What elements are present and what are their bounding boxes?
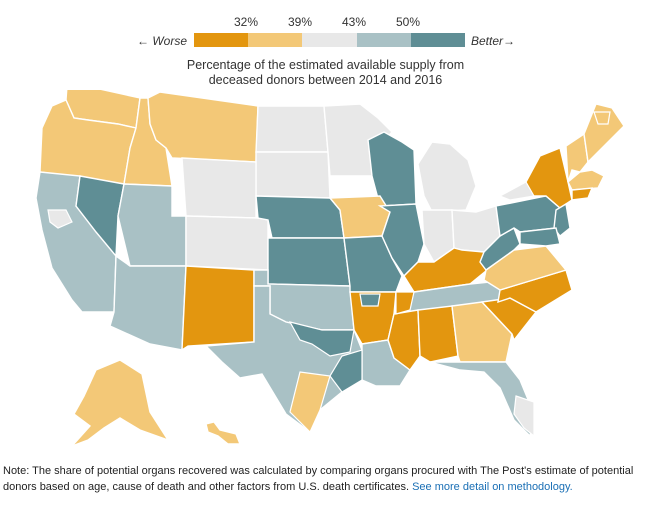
region-massachusetts [567,169,605,191]
methodology-note: Note: The share of potential organs reco… [3,463,643,495]
region-northern-maine [593,111,611,125]
legend-tick-39: 39% [287,15,313,29]
region-wyoming [181,157,257,219]
map-subtitle: Percentage of the estimated available su… [0,58,651,88]
note-text: Note: The share of potential organs reco… [3,465,634,493]
legend-better-label: Better→ [471,34,516,48]
legend-swatch-high [356,33,411,47]
region-kansas [267,237,351,287]
region-arizona [109,254,187,351]
region-hawaii [205,421,242,445]
region-maine [583,103,625,164]
region-maryland [519,227,561,247]
subtitle-line-1: Percentage of the estimated available su… [186,58,465,72]
legend-worse-label: ← Worse [137,34,188,48]
legend: 32% 39% 43% 50% ← Worse Better→ [0,0,651,60]
region-upstate-new-york [498,181,535,201]
region-new-jersey [553,202,571,237]
subtitle-line-2: deceased donors between 2014 and 2016 [208,73,443,87]
region-south-florida [513,395,535,438]
legend-swatches [194,33,466,47]
region-south-dakota [255,151,331,199]
region-wisconsin [367,131,417,207]
region-southeast-texas [329,349,363,393]
legend-swatch-mid [302,33,357,47]
region-alaska [71,359,170,447]
us-donor-map [35,90,625,447]
region-colorado [185,215,269,271]
region-nebraska [255,195,345,239]
region-michigan [417,141,477,213]
legend-tick-50: 50% [395,15,421,29]
legend-swatch-best [410,33,466,47]
region-memphis [395,291,415,315]
region-utah [117,183,187,267]
region-bay-area [47,209,73,229]
legend-swatch-low [248,33,303,47]
region-south-texas [289,371,331,434]
region-montana [147,91,259,163]
region-new-mexico [181,265,255,352]
region-northern-arkansas [359,293,381,307]
region-north-texas [288,321,355,357]
legend-tick-43: 43% [341,15,367,29]
methodology-link[interactable]: See more detail on methodology. [412,481,573,493]
region-connecticut [571,187,594,201]
region-north-dakota [255,105,329,153]
legend-swatch-worst [194,33,249,47]
region-alabama [417,305,459,363]
region-florida [429,361,535,438]
legend-tick-32: 32% [233,15,259,29]
